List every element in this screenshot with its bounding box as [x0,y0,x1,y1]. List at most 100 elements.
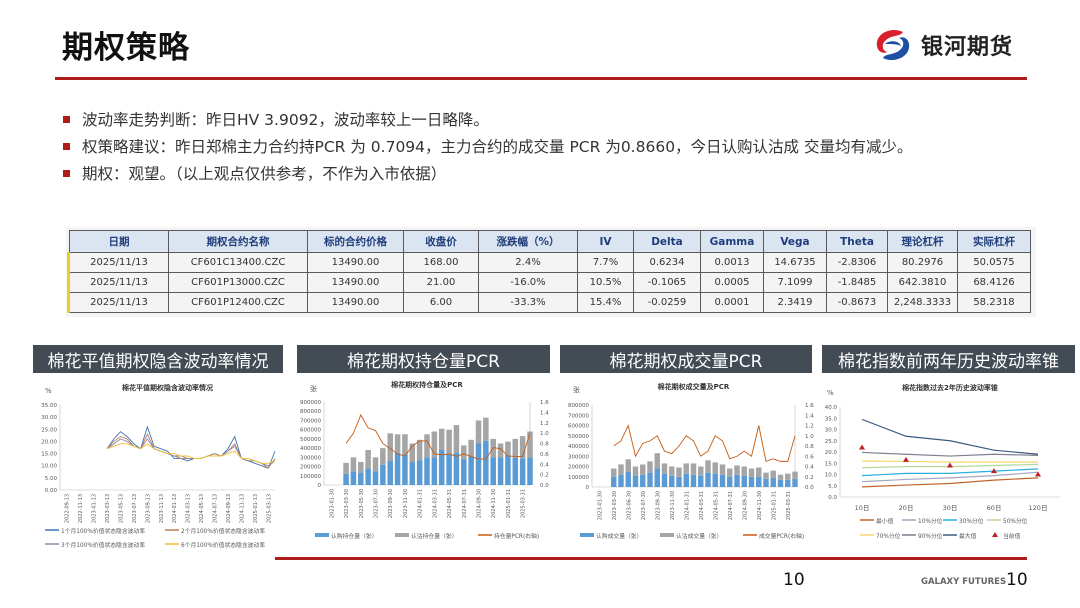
put-bar [416,439,423,461]
call-bar [350,471,357,485]
put-bar [669,466,675,476]
put-bar [365,449,371,469]
table-header-row: 日期 期权合约名称 标的合约价格 收盘价 涨跌幅（%） IV Delta Gamma Vega T… [69,230,1031,253]
put-bar [431,431,438,458]
call-bar [409,461,416,485]
bullet-text: 权策略建议：昨日郑棉主力合约持PCR 为 0.7094，主力合约的成交量 PCR… [82,138,913,156]
y-tick-label: 800000 [568,403,589,409]
call-bar [343,473,349,485]
y2-tick-label: 0.2 [805,475,814,481]
call-bar [705,472,711,487]
call-bar [387,461,393,485]
x-tick-label: 2024-05-31 [713,491,719,520]
put-bar [372,457,379,472]
put-bar [527,431,533,458]
call-bar [611,476,617,487]
legend-label: 70%分位 [876,532,901,540]
x-tick-label: 2023-07-30 [641,491,647,520]
y2-tick-label: 0.6 [805,454,814,460]
call-bar [777,479,784,487]
chart-title: 棉花指数过去2年历史波动率锥 [902,383,998,392]
current-value-marker [947,462,953,468]
x-tick-label: 2025-01-13 [253,494,259,523]
put-bar [380,448,386,465]
y-tick-label: 300000 [300,455,321,461]
call-bar [698,475,704,487]
y-tick-label: 200000 [568,465,589,471]
x-tick-label: 2023-03-30 [612,491,618,520]
call-bar [380,464,386,485]
iv-chart: 棉花平值期权隐含波动率情况% 0.00 5.00 10.00 15.00 20.00 25.… [41,383,276,549]
table-cell: 2025/11/13 [69,272,169,293]
logo-text: 银河期货 [921,35,1014,60]
y-tick-label: 10.00 [41,464,57,470]
series-line [861,451,1039,457]
table-cell: CF601P12400.CZC [168,292,308,313]
table-cell: 2025/11/13 [69,292,169,313]
y-axis-unit: 张 [573,385,580,394]
y-tick-label: 400000 [300,446,321,452]
table-cell: -2.8306 [826,252,888,273]
y-tick-label: 200000 [300,465,321,471]
legend-label: 认沽持仓量（张） [411,532,457,540]
table-cell: 2025/11/13 [69,252,169,273]
legend-label: 认购成交量（张） [596,532,642,540]
call-bar [676,476,682,487]
y2-tick-label: 0.8 [805,444,814,450]
current-value-marker [991,468,997,474]
x-tick-label: 2024-03-13 [186,494,192,523]
table-cell: 0.0013 [700,252,764,273]
legend-swatch [992,532,998,537]
put-bar [505,441,511,456]
legend-label: 10%分位 [918,517,943,525]
y-tick-label: 100000 [300,474,321,480]
table-row: 2025/11/13 CF601P13000.CZC 13490.00 21.00 -1… [69,272,1031,293]
legend-label: 最小值 [876,517,894,525]
put-bar [453,425,460,453]
section-header-iv: 棉花平值期权隐含波动率情况 [33,345,283,373]
x-tick-label: 2023-11-13 [159,494,165,523]
x-tick-label: 2024-05-31 [447,489,453,518]
put-bar [446,429,452,455]
y2-tick-label: 0.4 [540,462,549,468]
table-cell: 642.3810 [887,272,958,293]
y2-tick-label: 0.6 [540,452,549,458]
call-bar [438,449,445,485]
x-tick-label: 2023-03-13 [105,494,111,523]
call-bar [632,475,639,487]
y2-tick-label: 1.4 [805,413,814,419]
x-tick-label: 2024-03-31 [432,489,438,518]
put-bar [394,434,401,453]
x-tick-label: 2025-03-31 [786,491,792,520]
y-axis-unit: % [45,387,52,395]
y-tick-label: 400000 [568,444,589,450]
y2-tick-label: 0.0 [805,485,814,491]
x-tick-label: 2023-11-30 [670,491,676,520]
table-cell: 58.2318 [957,292,1031,313]
page-title: 期权策略 [62,30,190,66]
call-bar [424,457,430,485]
series-line [106,425,276,469]
series-line [861,418,1039,455]
bullet-marker [63,169,70,177]
y2-tick-label: 0.2 [540,473,549,479]
chart-title: 棉花期权持仓量及PCR [391,380,463,389]
table-cell: 13490.00 [307,292,404,313]
put-bar [676,467,682,477]
y2-tick-label: 1.6 [805,403,814,409]
x-tick-label: 2025-01-31 [771,491,777,520]
x-tick-label: 2024-07-31 [728,491,734,520]
y-tick-label: 900000 [300,400,321,406]
table-cell: 50.0575 [957,252,1031,273]
legend-label: 持仓量PCR(右轴) [494,532,539,540]
galaxy-logo-icon [876,29,910,61]
column-header: 期权合约名称 [168,230,308,253]
call-bar [453,452,460,485]
column-header: Theta [826,230,888,253]
x-tick-label: 2025-03-13 [266,494,272,523]
put-bar [690,463,697,475]
x-tick-label: 2022-11-13 [78,494,84,523]
column-header: Gamma [700,230,764,253]
bullet-marker [63,115,70,123]
table-cell: -33.3% [478,292,578,313]
